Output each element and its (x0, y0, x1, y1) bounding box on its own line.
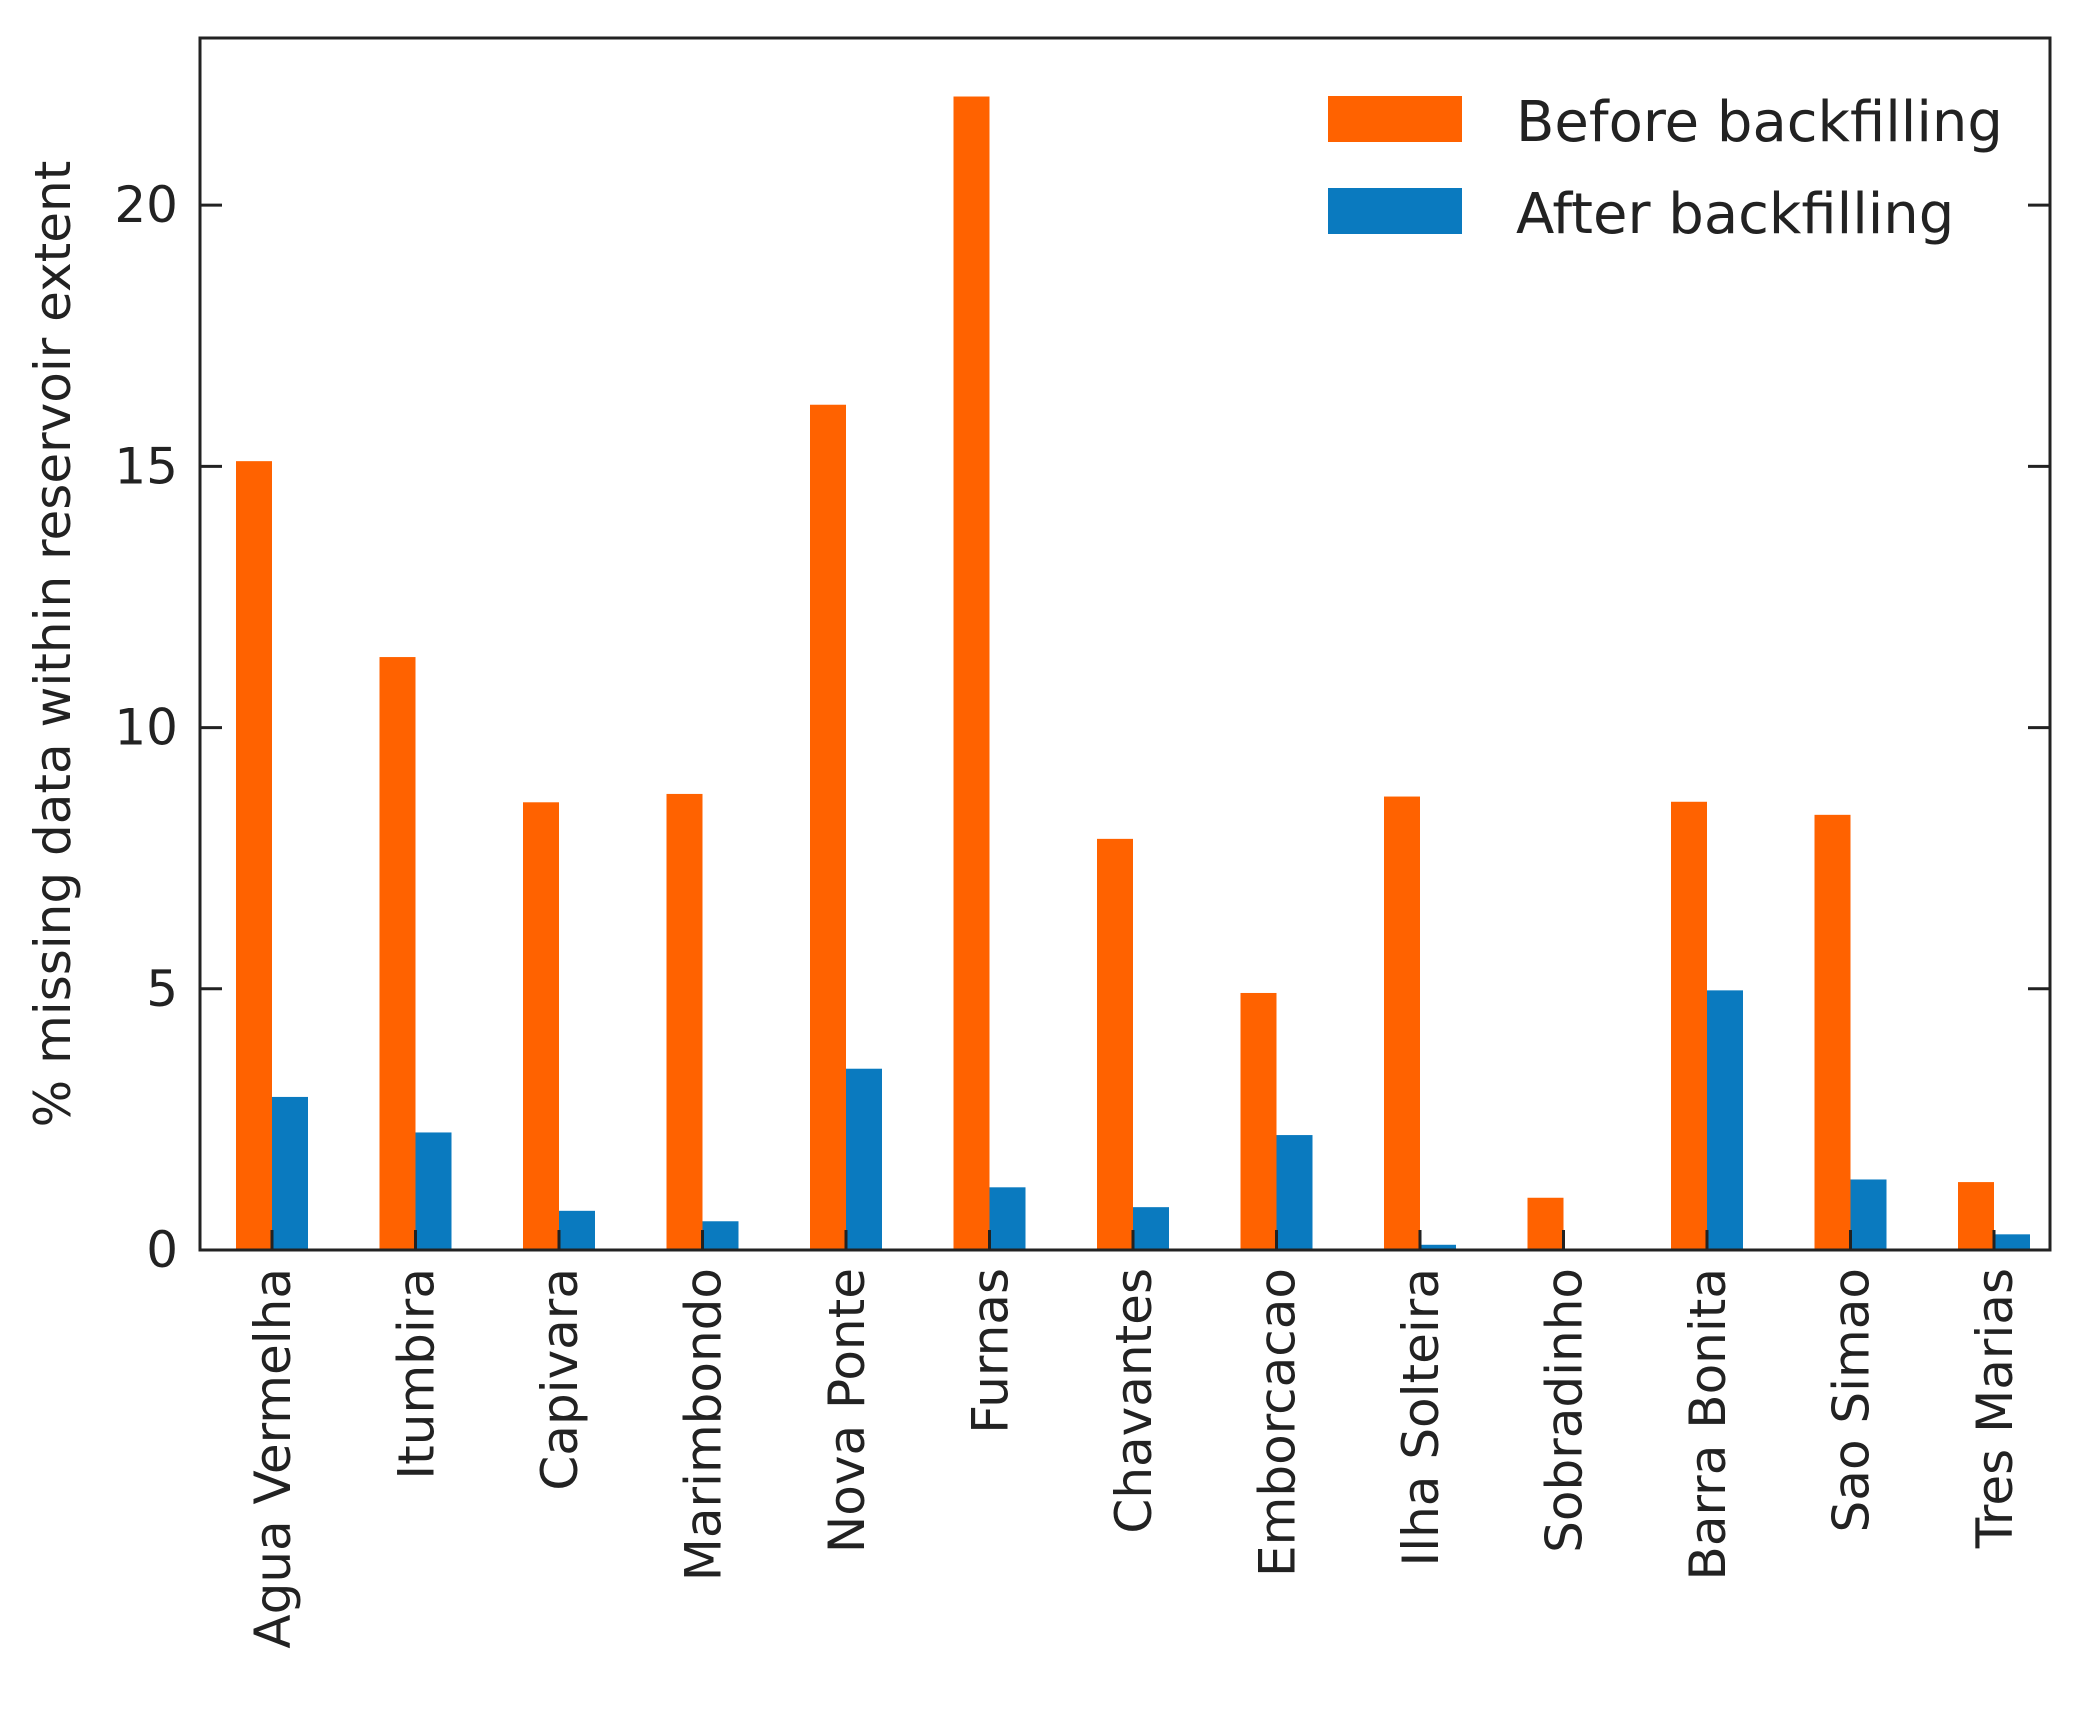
bar-before-11 (1814, 814, 1851, 1250)
legend-swatch-after (1328, 188, 1462, 234)
bar-before-10 (1671, 801, 1707, 1250)
bar-after-2 (559, 1210, 595, 1250)
bar-before-9 (1527, 1197, 1564, 1250)
bar-before-2 (523, 802, 559, 1250)
bar-after-6 (1133, 1207, 1169, 1250)
y-axis-ticks: 0 5 10 15 20 (114, 176, 2050, 1279)
bar-before-1 (379, 657, 416, 1250)
x-tick-label-11: Sao Simao (1823, 1268, 1881, 1532)
x-tick-label-6: Chavantes (1105, 1268, 1163, 1534)
y-tick-label-1: 5 (146, 960, 178, 1018)
x-tick-label-10: Barra Bonita (1679, 1268, 1737, 1580)
bar-before-0 (236, 461, 272, 1251)
y-tick-label-2: 10 (114, 699, 178, 757)
bar-after-10 (1707, 990, 1743, 1250)
x-tick-label-8: Ilha Solteira (1392, 1268, 1450, 1567)
bar-after-12 (1994, 1234, 2030, 1250)
bar-before-8 (1384, 796, 1420, 1250)
x-axis-labels: Agua Vermelha Itumbira Capivara Marimbondo N… (244, 1230, 2024, 1649)
x-tick-label-0: Agua Vermelha (244, 1268, 302, 1649)
y-tick-label-0: 0 (146, 1221, 178, 1279)
bar-before-12 (1958, 1182, 1994, 1250)
bars-layer (236, 96, 2030, 1251)
bar-after-7 (1276, 1135, 1313, 1250)
bar-before-6 (1097, 838, 1133, 1250)
x-tick-label-9: Sobradinho (1536, 1268, 1594, 1553)
legend-label-after: After backfilling (1516, 182, 1954, 247)
bar-after-1 (415, 1132, 452, 1250)
bar-after-0 (272, 1096, 308, 1250)
x-tick-label-3: Marimbondo (675, 1268, 733, 1581)
bar-before-4 (810, 404, 846, 1250)
y-axis-label: % missing data within reservoir extent (24, 161, 82, 1128)
bar-after-8 (1420, 1244, 1456, 1250)
x-tick-label-5: Furnas (962, 1268, 1020, 1434)
x-tick-label-2: Capivara (531, 1268, 589, 1491)
bar-after-11 (1850, 1179, 1887, 1250)
y-tick-label-4: 20 (114, 176, 178, 234)
x-tick-label-7: Emborcacao (1249, 1268, 1307, 1577)
x-tick-label-4: Nova Ponte (818, 1268, 876, 1553)
bar-after-5 (989, 1187, 1026, 1250)
plot-frame (198, 36, 2052, 1252)
legend-swatch-before (1328, 96, 1462, 142)
legend: Before backfilling After backfilling (1328, 90, 2003, 247)
bar-before-3 (666, 793, 703, 1250)
bar-after-3 (702, 1221, 739, 1250)
bar-after-4 (846, 1068, 882, 1250)
x-tick-label-1: Itumbira (388, 1268, 446, 1480)
y-tick-label-3: 15 (114, 437, 178, 495)
bar-before-5 (953, 96, 990, 1250)
bar-before-7 (1240, 992, 1277, 1250)
x-tick-label-12: Tres Marias (1966, 1268, 2024, 1549)
legend-label-before: Before backfilling (1516, 90, 2003, 155)
